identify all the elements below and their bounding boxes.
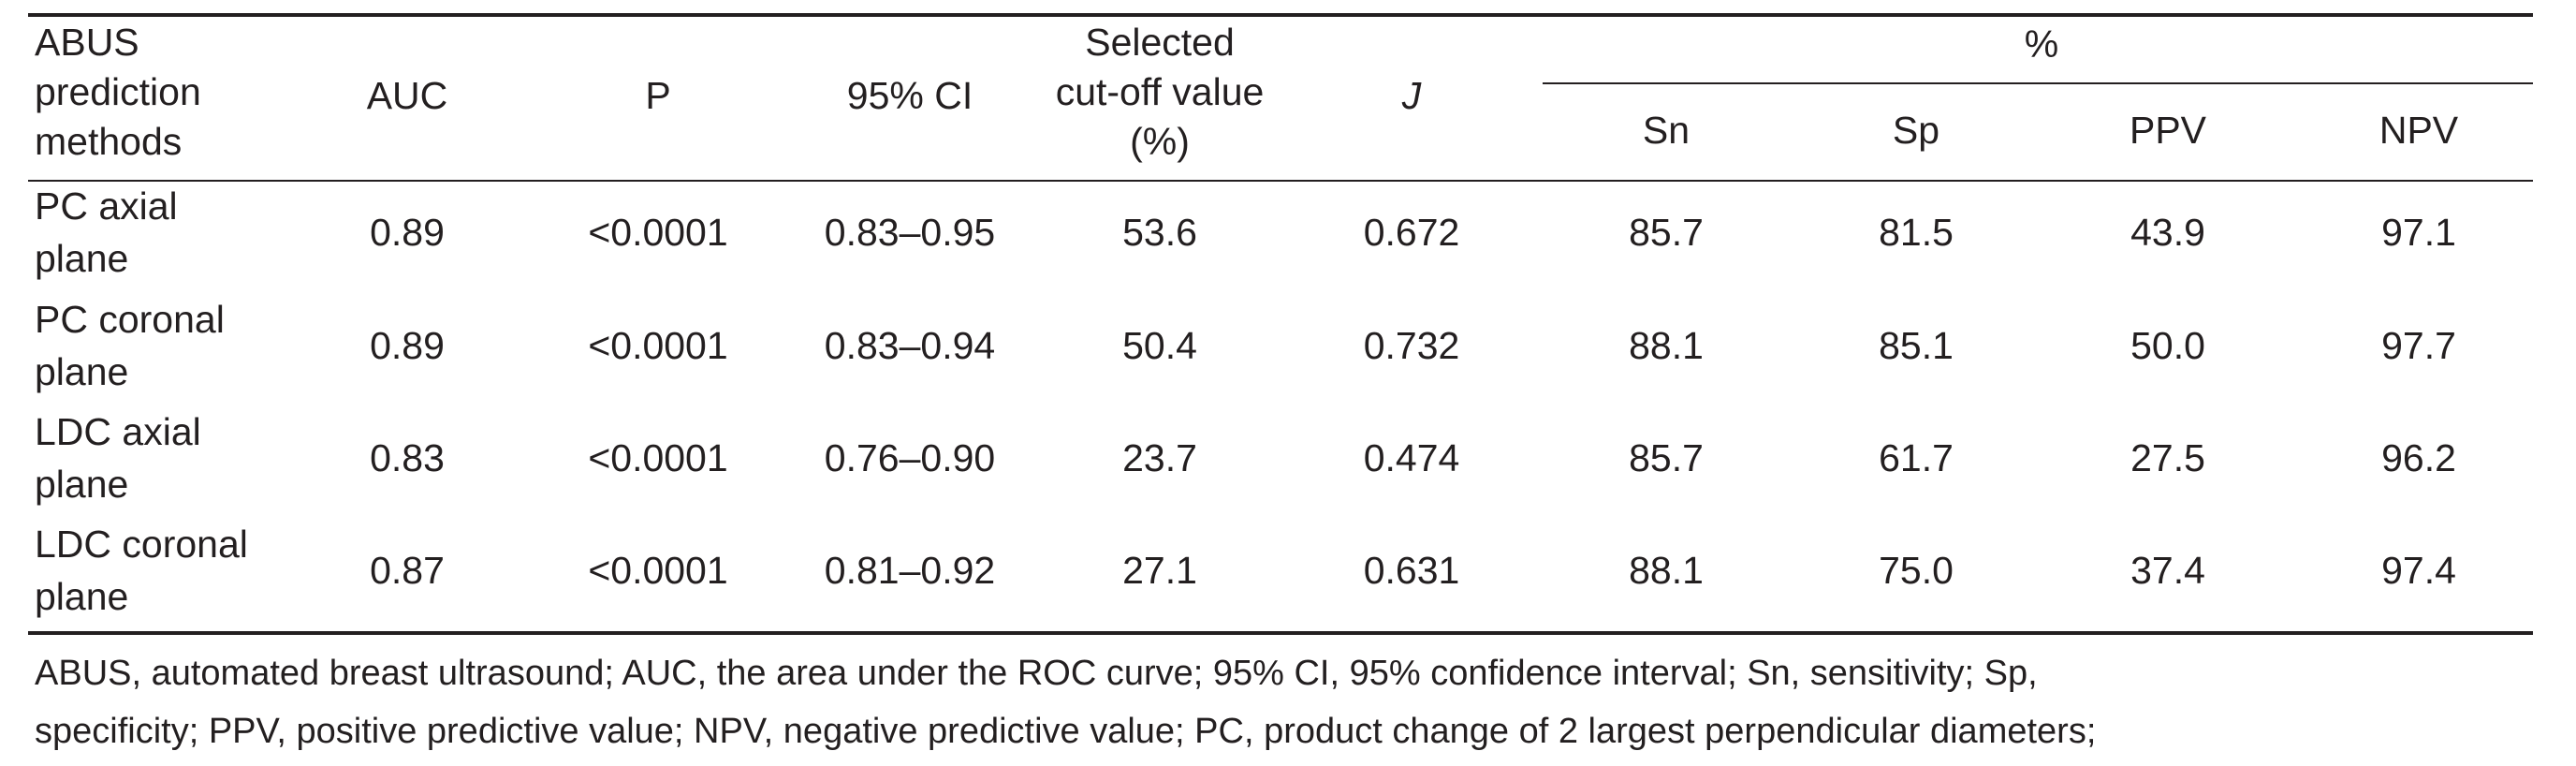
row-ppv: 50.0	[2130, 324, 2205, 367]
percent-group-rule	[1543, 82, 2533, 84]
row-npv: 97.7	[2381, 324, 2456, 367]
row-ppv: 37.4	[2130, 549, 2205, 592]
header-bottom-rule	[28, 180, 2533, 182]
footnote-line-1: ABUS, automated breast ultrasound; AUC, …	[35, 654, 2038, 693]
row-ci: 0.83–0.94	[824, 324, 996, 367]
header-p: P	[645, 74, 671, 117]
row-auc: 0.89	[370, 324, 445, 367]
row-p: <0.0001	[588, 324, 728, 367]
row-cutoff: 50.4	[1122, 324, 1197, 367]
row-npv: 96.2	[2381, 436, 2456, 479]
row-method-line-1: LDC coronal	[35, 523, 248, 566]
row-auc: 0.89	[370, 211, 445, 254]
row-j: 0.474	[1363, 436, 1460, 479]
row-sn: 88.1	[1629, 549, 1704, 592]
row-method-line-2: plane	[35, 463, 129, 506]
row-sp: 85.1	[1879, 324, 1954, 367]
header-cutoff-line-1: Selected	[1085, 21, 1235, 64]
table-top-rule	[28, 13, 2533, 17]
header-npv: NPV	[2378, 109, 2459, 152]
row-j: 0.631	[1363, 549, 1460, 592]
table-bottom-rule	[28, 631, 2533, 635]
header-sp: Sp	[1892, 109, 1940, 152]
header-cutoff-line-2: cut-off value	[1055, 70, 1265, 113]
header-method-line-1: ABUS	[35, 21, 139, 64]
header-j: J	[1401, 74, 1422, 117]
row-method-line-2: plane	[35, 575, 129, 618]
row-auc: 0.87	[370, 549, 445, 592]
row-sn: 85.7	[1629, 436, 1704, 479]
row-cutoff: 27.1	[1122, 549, 1197, 592]
row-p: <0.0001	[588, 211, 728, 254]
row-method-line-1: PC coronal	[35, 298, 225, 341]
row-npv: 97.4	[2381, 549, 2456, 592]
header-method-line-2: prediction	[35, 70, 201, 113]
header-ci: 95% CI	[846, 74, 973, 117]
row-p: <0.0001	[588, 549, 728, 592]
row-npv: 97.1	[2381, 211, 2456, 254]
row-cutoff: 53.6	[1122, 211, 1197, 254]
row-j: 0.732	[1363, 324, 1460, 367]
row-auc: 0.83	[370, 436, 445, 479]
footnote-line-2: specificity; PPV, positive predictive va…	[35, 712, 2097, 751]
row-ci: 0.76–0.90	[824, 436, 996, 479]
row-sp: 61.7	[1879, 436, 1954, 479]
row-ppv: 43.9	[2130, 211, 2205, 254]
row-sn: 88.1	[1629, 324, 1704, 367]
header-percent-group: %	[2024, 22, 2059, 66]
row-method-line-1: PC axial	[35, 184, 178, 228]
row-method-line-2: plane	[35, 237, 129, 280]
row-ci: 0.83–0.95	[824, 211, 996, 254]
header-method-line-3: methods	[35, 120, 183, 163]
row-sp: 81.5	[1879, 211, 1954, 254]
header-ppv: PPV	[2129, 109, 2207, 152]
row-method-line-1: LDC axial	[35, 410, 201, 453]
header-sn: Sn	[1642, 109, 1690, 152]
row-method-line-2: plane	[35, 350, 129, 393]
row-cutoff: 23.7	[1122, 436, 1197, 479]
header-cutoff-line-3: (%)	[1130, 120, 1190, 163]
row-j: 0.672	[1363, 211, 1460, 254]
row-p: <0.0001	[588, 436, 728, 479]
row-sn: 85.7	[1629, 211, 1704, 254]
header-auc: AUC	[366, 74, 448, 117]
row-ci: 0.81–0.92	[824, 549, 996, 592]
row-ppv: 27.5	[2130, 436, 2205, 479]
row-sp: 75.0	[1879, 549, 1954, 592]
